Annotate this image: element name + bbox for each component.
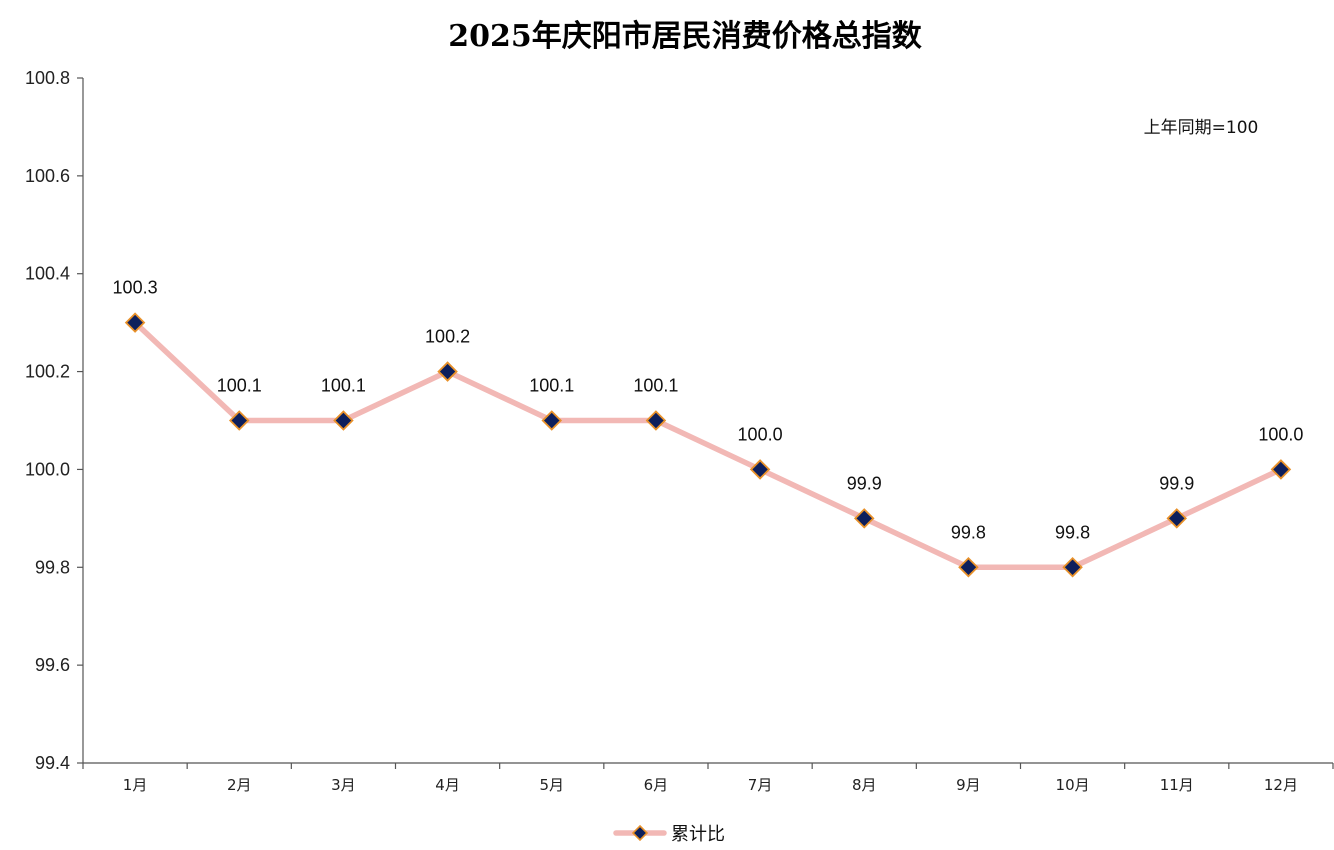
x-tick-label: 8月 [852, 776, 877, 794]
data-point-marker [333, 410, 354, 431]
legend-label: 累计比 [671, 824, 725, 845]
data-label: 100.1 [321, 376, 366, 396]
data-label: 100.1 [633, 376, 678, 396]
data-point-marker [1270, 459, 1292, 480]
data-point-marker [124, 312, 146, 333]
x-tick-label: 7月 [748, 776, 773, 794]
y-tick-label: 99.8 [35, 557, 70, 577]
data-point-marker [1166, 508, 1188, 529]
series-cumulative: 100.3 100.1 100.1 100.2 100.1 100.1 100.0 99.9 9… [113, 278, 1303, 578]
y-tick-label: 100.6 [25, 166, 70, 186]
y-tick-label: 100.8 [25, 68, 70, 88]
data-point-marker [228, 410, 250, 431]
data-point-marker [958, 557, 979, 578]
data-label: 100.1 [529, 376, 574, 396]
x-tick-label: 1月 [123, 776, 148, 794]
y-tick-label: 99.4 [35, 753, 70, 773]
data-point-marker [645, 410, 667, 431]
data-label: 100.2 [425, 327, 470, 347]
data-label: 100.3 [113, 278, 158, 298]
y-tick-label: 100.0 [25, 459, 70, 479]
data-label: 99.8 [951, 522, 986, 542]
series-line [132, 319, 1284, 571]
data-label: 100.0 [1258, 424, 1303, 444]
legend-marker-swatch [631, 824, 649, 842]
data-label: 99.9 [1159, 473, 1194, 493]
data-label: 99.9 [847, 473, 882, 493]
y-tick-label: 100.4 [25, 264, 70, 284]
x-tick-label: 3月 [331, 776, 356, 794]
x-tick-label: 4月 [435, 776, 460, 794]
y-tick-label: 100.2 [25, 362, 70, 382]
x-tick-label: 12月 [1264, 776, 1298, 794]
x-tick-label: 9月 [956, 776, 981, 794]
x-tick-label: 6月 [644, 776, 669, 794]
data-label: 99.8 [1055, 522, 1090, 542]
axes: 99.4 99.6 99.8 100.0 100.2 100.4 100.6 100.8 1月 2… [25, 68, 1334, 794]
data-label: 100.0 [738, 424, 783, 444]
x-tick-label: 5月 [539, 776, 564, 794]
x-tick-label: 11月 [1160, 776, 1194, 794]
legend: 累计比 [613, 824, 725, 845]
data-label: 100.1 [217, 376, 262, 396]
data-point-marker [853, 508, 875, 529]
x-tick-label: 10月 [1056, 776, 1090, 794]
data-point-marker [437, 361, 458, 382]
chart-title: 2025年庆阳市居民消费价格总指数 [448, 19, 922, 54]
y-tick-label: 99.6 [35, 655, 70, 675]
base-period-note: 上年同期=100 [1144, 118, 1259, 138]
x-tick-label: 2月 [227, 776, 252, 794]
data-point-marker [749, 459, 771, 480]
data-point-marker [541, 410, 563, 431]
data-point-marker [1062, 557, 1083, 578]
